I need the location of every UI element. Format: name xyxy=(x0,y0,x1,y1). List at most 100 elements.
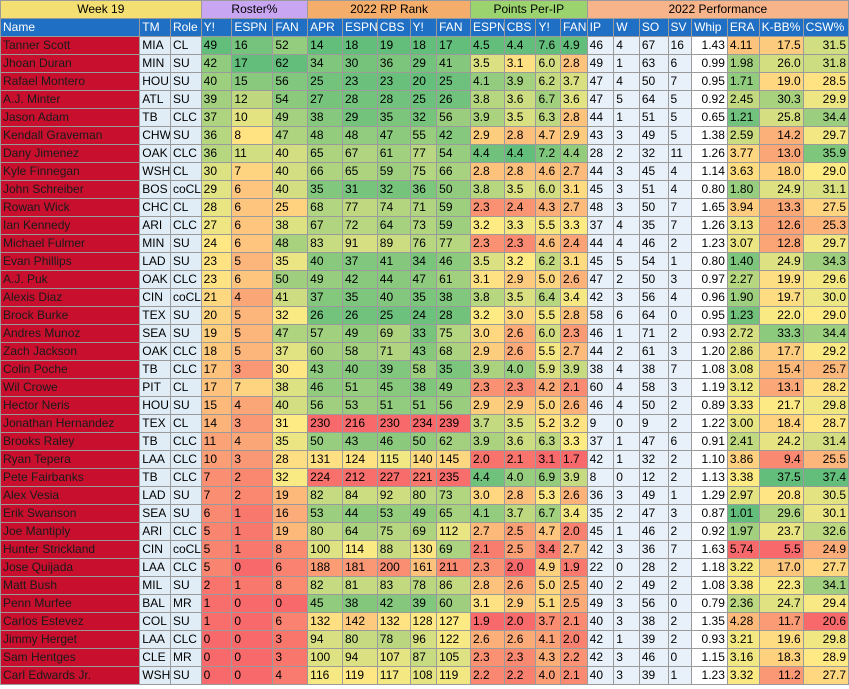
column-header: Y! xyxy=(409,18,438,37)
stat-era: 3.21 xyxy=(726,630,760,649)
points-fan: 3.2 xyxy=(560,414,588,433)
points-yahoo: 6.0 xyxy=(535,180,562,199)
roster-fan: 40 xyxy=(272,144,309,163)
rank-fan: 56 xyxy=(436,396,471,415)
points-espn: 2.3 xyxy=(469,648,505,667)
roster-yahoo: 0 xyxy=(200,648,233,667)
rank-apr: 27 xyxy=(307,90,343,109)
roster-yahoo: 10 xyxy=(200,450,233,469)
rank-apr: 65 xyxy=(307,144,343,163)
stat-whip: 0.92 xyxy=(691,90,728,109)
stat-whip: 0.89 xyxy=(691,396,728,415)
role: coCL xyxy=(169,288,202,307)
roster-espn: 0 xyxy=(231,558,274,577)
player-name: Sam Hentges xyxy=(0,648,141,667)
rank-espn: 18 xyxy=(341,36,378,55)
points-cbs: 3.6 xyxy=(503,90,537,109)
points-fan: 2.8 xyxy=(560,108,588,127)
stat-so: 46 xyxy=(638,648,669,667)
rank-apr: 131 xyxy=(307,450,343,469)
roster-fan: 56 xyxy=(272,72,309,91)
stat-whip: 1.19 xyxy=(691,378,728,397)
rank-cbs: 42 xyxy=(376,594,411,613)
rank-fan: 49 xyxy=(436,378,471,397)
stat-sv: 2 xyxy=(667,450,693,469)
points-yahoo: 3.4 xyxy=(535,540,562,559)
stat-so: 58 xyxy=(638,378,669,397)
roster-fan: 38 xyxy=(272,378,309,397)
rank-apr: 50 xyxy=(307,432,343,451)
stat-so: 9 xyxy=(638,414,669,433)
stat-whip: 0.99 xyxy=(691,54,728,73)
stat-w: 0 xyxy=(613,414,640,433)
points-yahoo: 7.2 xyxy=(535,144,562,163)
roster-fan: 35 xyxy=(272,252,309,271)
rank-apr: 45 xyxy=(307,594,343,613)
roster-yahoo: 17 xyxy=(200,378,233,397)
stat-ip: 44 xyxy=(586,162,615,181)
player-name: Colin Poche xyxy=(0,360,141,379)
rank-yahoo: 140 xyxy=(409,450,438,469)
roster-espn: 1 xyxy=(231,576,274,595)
stat-ip: 43 xyxy=(586,126,615,145)
rank-fan: 235 xyxy=(436,468,471,487)
rank-yahoo: 47 xyxy=(409,270,438,289)
role: CLC xyxy=(169,450,202,469)
stat-whip: 1.13 xyxy=(691,468,728,487)
stat-k-bb-pct: 18.0 xyxy=(758,162,804,181)
roster-yahoo: 40 xyxy=(200,72,233,91)
player-name: John Schreiber xyxy=(0,180,141,199)
points-cbs: 4.0 xyxy=(503,360,537,379)
stat-sv: 7 xyxy=(667,540,693,559)
stat-k-bb-pct: 24.7 xyxy=(758,594,804,613)
rank-apr: 25 xyxy=(307,72,343,91)
points-yahoo: 4.1 xyxy=(535,630,562,649)
roster-espn: 1 xyxy=(231,504,274,523)
stat-csw-pct: 27.7 xyxy=(802,666,849,685)
roster-yahoo: 42 xyxy=(200,54,233,73)
points-espn: 2.3 xyxy=(469,198,505,217)
stat-so: 47 xyxy=(638,504,669,523)
stat-whip: 1.23 xyxy=(691,234,728,253)
rank-fan: 75 xyxy=(436,324,471,343)
stat-k-bb-pct: 14.2 xyxy=(758,126,804,145)
rank-apr: 116 xyxy=(307,666,343,685)
rank-apr: 100 xyxy=(307,540,343,559)
roster-fan: 6 xyxy=(272,558,309,577)
stat-era: 4.28 xyxy=(726,612,760,631)
stat-sv: 4 xyxy=(667,162,693,181)
stat-era: 2.36 xyxy=(726,594,760,613)
rank-espn: 48 xyxy=(341,126,378,145)
stat-k-bb-pct: 37.5 xyxy=(758,468,804,487)
points-espn: 4.5 xyxy=(469,36,505,55)
stat-whip: 1.29 xyxy=(691,486,728,505)
rank-yahoo: 108 xyxy=(409,666,438,685)
rank-yahoo: 24 xyxy=(409,306,438,325)
points-cbs: 3.6 xyxy=(503,432,537,451)
stat-so: 61 xyxy=(638,342,669,361)
team: CIN xyxy=(139,540,171,559)
stat-sv: 6 xyxy=(667,432,693,451)
role: SU xyxy=(169,72,202,91)
rank-espn: 49 xyxy=(341,324,378,343)
points-cbs: 3.5 xyxy=(503,414,537,433)
stat-whip: 1.63 xyxy=(691,540,728,559)
stat-k-bb-pct: 22.0 xyxy=(758,306,804,325)
rank-espn: 31 xyxy=(341,180,378,199)
points-yahoo: 4.6 xyxy=(535,234,562,253)
roster-fan: 52 xyxy=(272,36,309,55)
rank-fan: 66 xyxy=(436,162,471,181)
column-header: Y! xyxy=(535,18,562,37)
rank-cbs: 89 xyxy=(376,234,411,253)
rank-cbs: 132 xyxy=(376,612,411,631)
stat-whip: 1.08 xyxy=(691,576,728,595)
rank-espn: 37 xyxy=(341,252,378,271)
roster-yahoo: 27 xyxy=(200,216,233,235)
roster-espn: 4 xyxy=(231,288,274,307)
roster-fan: 6 xyxy=(272,612,309,631)
stat-whip: 0.97 xyxy=(691,270,728,289)
column-header: ESPN xyxy=(469,18,505,37)
rank-apr: 188 xyxy=(307,558,343,577)
table-row: Hector Neris HOU SU 15 4 40 56 53 51 51 56 2.9 2.9 5.… xyxy=(0,396,849,415)
stat-ip: 45 xyxy=(586,180,615,199)
